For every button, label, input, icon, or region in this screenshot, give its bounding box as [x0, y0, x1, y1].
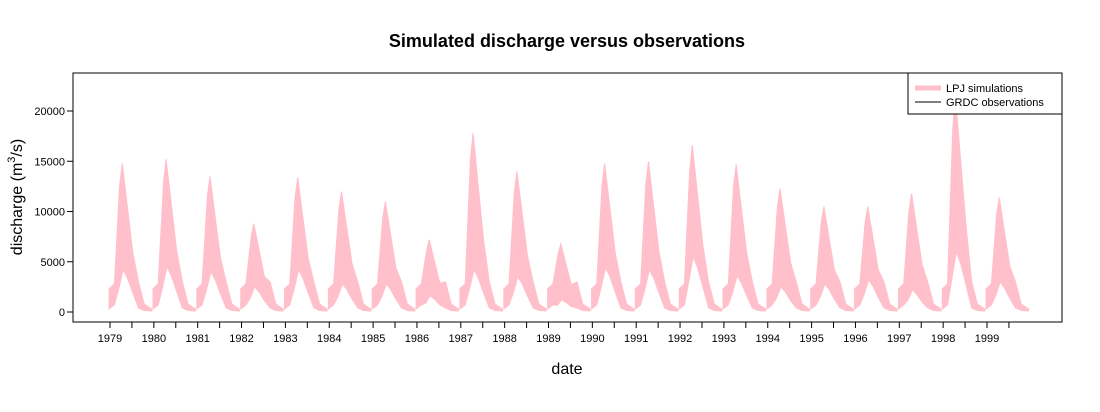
x-tick-label: 1997: [887, 333, 911, 345]
y-axis-title-suffix: /s): [9, 139, 26, 157]
y-axis-title-superscript: 3: [6, 157, 18, 163]
x-tick-label: 1984: [317, 333, 341, 345]
legend: LPJ simulations GRDC observations: [907, 72, 1063, 115]
y-axis-title-main: discharge (m: [9, 163, 26, 255]
lpj-annual-peak-band: [371, 201, 416, 312]
lpj-annual-peak-band: [415, 239, 460, 312]
lpj-annual-peak-band: [240, 223, 284, 312]
x-tick-label: 1989: [536, 333, 560, 345]
x-tick-label: 1994: [756, 333, 780, 345]
lpj-annual-peak-band: [897, 193, 942, 312]
x-tick-label: 1981: [185, 333, 209, 345]
plot-frame: [72, 72, 1063, 323]
legend-lpj-label: LPJ simulations: [946, 83, 1024, 95]
x-tick-label: 1996: [843, 333, 867, 345]
x-tick-label: 1982: [229, 333, 253, 345]
x-tick-label: 1987: [449, 333, 473, 345]
x-axis: 1979 1980 1981 1982 1983 1984 1985 1986 1987 1988…: [98, 322, 1010, 345]
lpj-annual-peak-band: [634, 161, 679, 312]
legend-box: [907, 72, 1063, 115]
legend-grdc-label: GRDC observations: [946, 97, 1044, 109]
lpj-annual-peak-band: [459, 133, 503, 312]
lpj-annual-peak-band: [108, 163, 153, 312]
lpj-annual-peak-band: [766, 188, 810, 312]
lpj-annual-peak-band: [854, 206, 898, 312]
x-tick-label: 1999: [975, 333, 999, 345]
lpj-annual-peak-band: [985, 197, 1030, 312]
plot-area: [108, 95, 1030, 312]
x-tick-label: 1990: [580, 333, 604, 345]
x-tick-label: 1992: [668, 333, 692, 345]
x-tick-label: 1988: [492, 333, 516, 345]
lpj-annual-peak-band: [503, 171, 547, 312]
lpj-annual-peak-band: [327, 191, 372, 312]
x-tick-label: 1986: [405, 333, 429, 345]
x-tick-label: 1983: [273, 333, 297, 345]
y-axis: 0 5000 10000 15000 20000: [34, 106, 73, 319]
x-tick-label: 1985: [361, 333, 385, 345]
y-tick-label: 0: [59, 307, 65, 319]
y-tick-label: 15000: [34, 156, 65, 168]
x-tick-label: 1979: [98, 333, 122, 345]
x-tick-label: 1995: [799, 333, 823, 345]
x-axis-title: date: [551, 361, 582, 378]
x-tick-label: 1998: [931, 333, 955, 345]
lpj-annual-peak-band: [810, 206, 854, 312]
y-tick-label: 20000: [34, 106, 65, 118]
lpj-annual-peak-band: [547, 241, 591, 312]
lpj-annual-peak-band: [196, 176, 240, 312]
x-tick-label: 1991: [624, 333, 648, 345]
lpj-annual-peak-band: [722, 164, 767, 312]
lpj-annual-peak-band: [591, 163, 635, 312]
x-tick-label: 1980: [142, 333, 166, 345]
lpj-annual-peak-band: [678, 145, 723, 312]
chart-title: Simulated discharge versus observations: [389, 31, 745, 51]
y-tick-label: 10000: [34, 207, 65, 219]
lpj-annual-peak-band: [152, 159, 196, 312]
y-axis-title: discharge (m3/s): [6, 139, 26, 255]
x-tick-label: 1993: [712, 333, 736, 345]
y-tick-label: 5000: [41, 257, 65, 269]
lpj-annual-peak-band: [941, 95, 986, 312]
lpj-annual-peak-band: [284, 177, 328, 312]
lpj-simulation-band: [108, 95, 1030, 312]
